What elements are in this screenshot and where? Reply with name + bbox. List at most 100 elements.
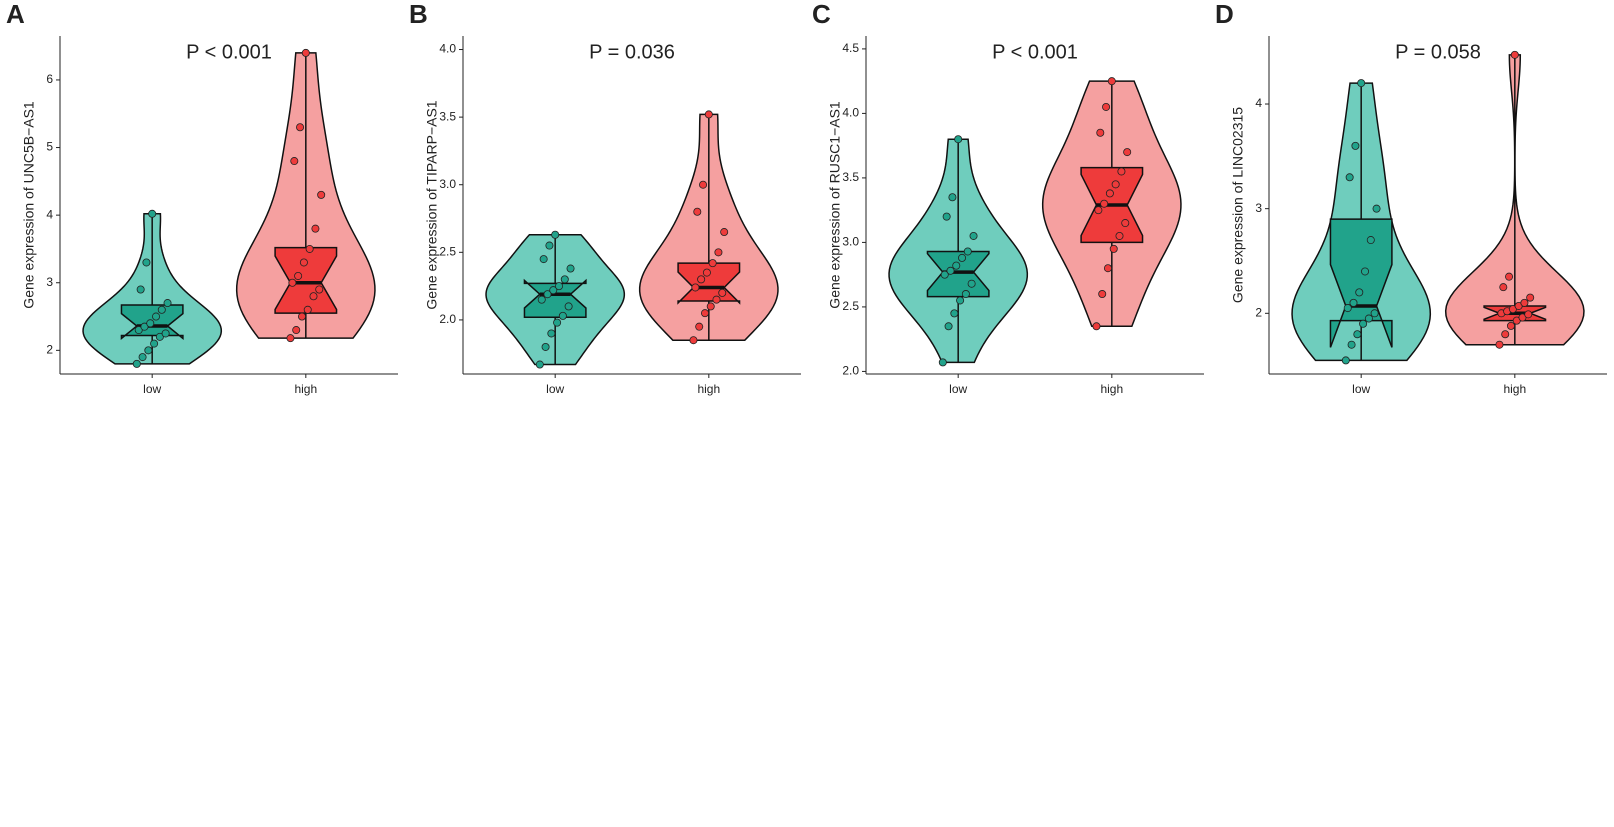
p-value: P < 0.001	[186, 41, 272, 63]
data-point	[296, 123, 305, 132]
data-point	[541, 342, 550, 351]
data-point	[1526, 293, 1535, 302]
x-tick-label: high	[294, 382, 317, 396]
data-point	[535, 360, 544, 369]
y-axis-label: Gene expression of RUSC1−AS1	[827, 101, 843, 309]
data-point	[560, 275, 569, 284]
data-point	[704, 110, 713, 119]
data-point	[558, 311, 567, 320]
data-point	[1505, 272, 1514, 281]
data-point	[157, 305, 166, 314]
data-point	[150, 339, 159, 348]
y-axis-label: Gene expression of TIPARP−AS1	[424, 100, 440, 309]
data-point	[292, 326, 301, 335]
p-value: P < 0.001	[992, 41, 1078, 63]
data-point	[1107, 77, 1116, 86]
data-point	[545, 241, 554, 250]
data-point	[969, 231, 978, 240]
data-point	[1115, 231, 1124, 240]
data-point	[305, 244, 314, 253]
data-point	[695, 322, 704, 331]
p-value: P = 0.036	[589, 41, 675, 63]
data-point	[1096, 128, 1105, 137]
data-point	[1366, 236, 1375, 245]
data-point	[1102, 102, 1111, 111]
data-point	[712, 295, 721, 304]
y-axis-label: Gene expression of LINC02315	[1230, 107, 1246, 303]
data-point	[547, 329, 556, 338]
x-tick-label: high	[1100, 382, 1123, 396]
data-point	[543, 290, 552, 299]
data-point	[697, 275, 706, 284]
data-point	[938, 358, 947, 367]
data-point	[1351, 141, 1360, 150]
panel-label: A	[6, 0, 25, 29]
data-point	[297, 312, 306, 321]
data-point	[1343, 304, 1352, 313]
data-point	[1501, 330, 1510, 339]
y-tick-label: 6	[46, 72, 53, 86]
data-point	[718, 288, 727, 297]
data-point	[152, 312, 161, 321]
data-point	[286, 334, 295, 343]
data-point	[1349, 298, 1358, 307]
data-point	[555, 282, 564, 291]
data-point	[1499, 283, 1508, 292]
data-point	[940, 270, 949, 279]
y-tick-label: 3	[1255, 201, 1262, 215]
y-tick-label: 4	[1255, 96, 1262, 110]
data-point	[161, 329, 170, 338]
y-tick-label: 4.0	[439, 42, 456, 56]
y-tick-label: 2.0	[439, 312, 456, 326]
data-point	[551, 230, 560, 239]
data-point	[946, 266, 955, 275]
data-point	[1359, 319, 1368, 328]
data-point	[944, 322, 953, 331]
y-tick-label: 2	[46, 343, 53, 357]
data-point	[1341, 356, 1350, 365]
x-tick-label: low	[1352, 382, 1370, 396]
data-point	[1364, 314, 1373, 323]
data-point	[132, 359, 141, 368]
data-point	[309, 292, 318, 301]
data-point	[956, 296, 965, 305]
data-point	[702, 268, 711, 277]
data-point	[967, 279, 976, 288]
y-tick-label: 3.0	[439, 177, 456, 191]
x-tick-label: low	[143, 382, 161, 396]
y-tick-label: 3.5	[842, 170, 859, 184]
panel-label: C	[812, 0, 831, 29]
y-tick-label: 2.5	[439, 244, 456, 258]
data-point	[1510, 50, 1519, 59]
x-tick-label: high	[697, 382, 720, 396]
y-tick-label: 5	[46, 140, 53, 154]
data-point	[549, 286, 558, 295]
data-point	[155, 332, 164, 341]
data-point	[1347, 340, 1356, 349]
data-point	[1094, 206, 1103, 215]
data-point	[140, 322, 149, 331]
y-tick-label: 2.5	[842, 299, 859, 313]
data-point	[699, 180, 708, 189]
data-point	[553, 318, 562, 327]
data-point	[317, 190, 326, 199]
y-tick-label: 3	[46, 275, 53, 289]
panel-label: B	[409, 0, 428, 29]
data-point	[706, 302, 715, 311]
data-point	[539, 255, 548, 264]
data-point	[1524, 310, 1533, 319]
data-point	[1520, 298, 1529, 307]
data-point	[311, 224, 320, 233]
data-point	[148, 209, 157, 218]
panel-label: D	[1215, 0, 1234, 29]
data-point	[1361, 267, 1370, 276]
x-tick-label: low	[949, 382, 967, 396]
data-point	[963, 247, 972, 256]
data-point	[1345, 173, 1354, 182]
data-point	[1092, 322, 1101, 331]
data-point	[708, 259, 717, 268]
data-point	[1100, 199, 1109, 208]
data-point	[948, 193, 957, 202]
data-point	[1121, 219, 1130, 228]
data-point	[537, 295, 546, 304]
